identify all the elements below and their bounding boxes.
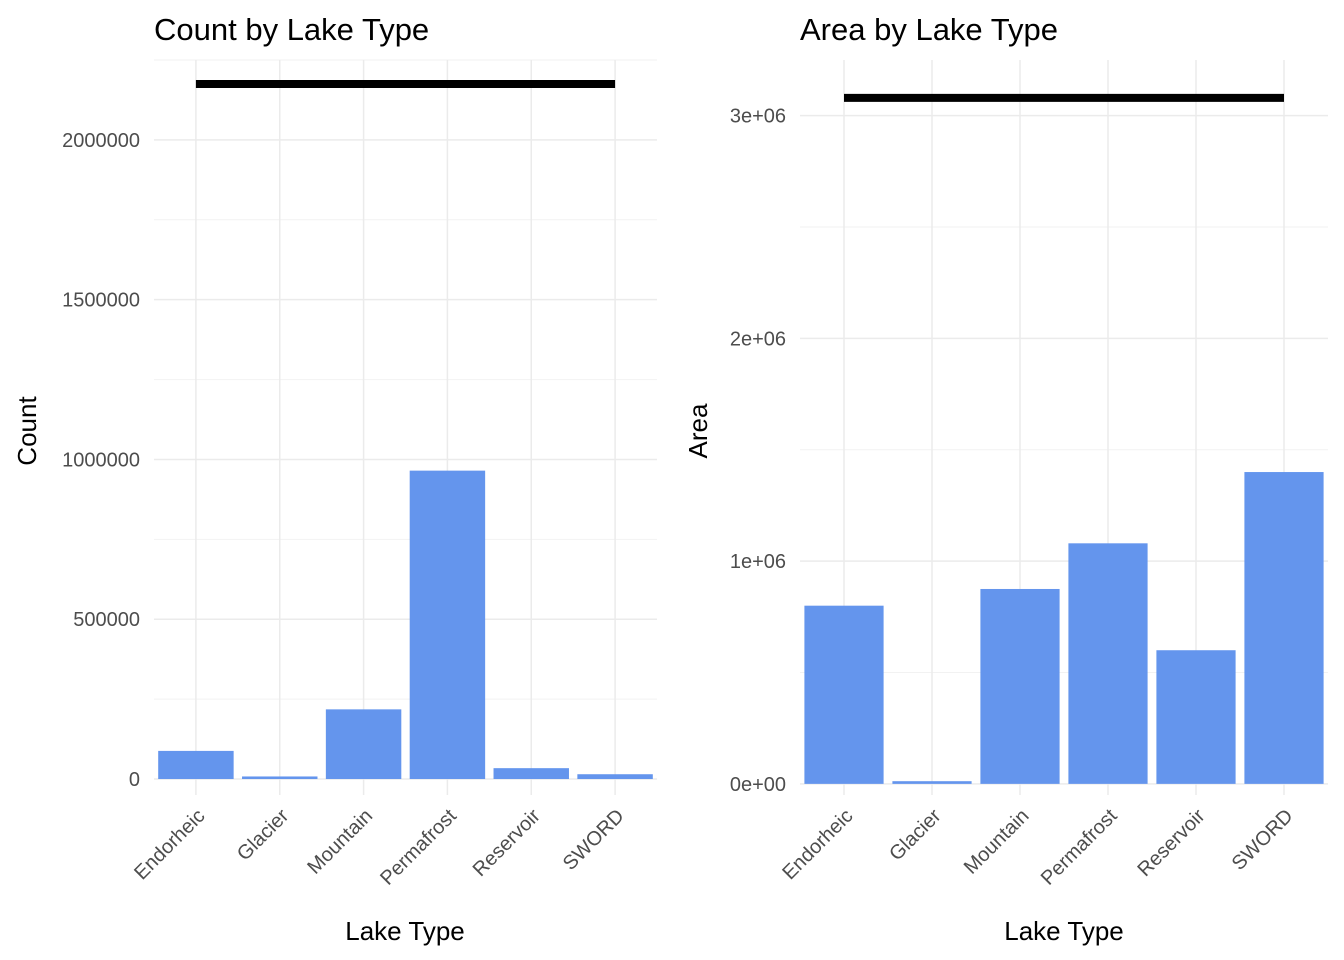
bar-permafrost	[1068, 543, 1148, 784]
bar-sword	[577, 774, 653, 780]
bar-glacier	[892, 781, 972, 784]
area-chart-panel: Area by Lake Type 0e+00 1e+06 2e+06 3e+06 E…	[683, 12, 1328, 946]
x-tick-label: Mountain	[303, 805, 377, 879]
y-tick-label: 1e+06	[730, 551, 786, 573]
y-tick-label: 0e+00	[730, 774, 786, 796]
x-tick-label: Endorheic	[130, 805, 209, 884]
y-axis-title: Count	[12, 396, 42, 466]
chart-title: Area by Lake Type	[800, 12, 1058, 47]
x-axis-title: Lake Type	[345, 916, 465, 946]
x-tick-label: Reservoir	[469, 805, 545, 881]
y-tick-labels: 0 500000 1000000 1500000 2000000	[62, 130, 140, 791]
bar-endorheic	[804, 605, 884, 784]
bar-mountain	[980, 588, 1060, 784]
y-tick-label: 2e+06	[730, 328, 786, 350]
y-tick-label: 3e+06	[730, 106, 786, 128]
bar-permafrost	[409, 470, 486, 780]
x-tick-label: SWORD	[1228, 805, 1298, 875]
bar-reservoir	[1156, 650, 1236, 784]
x-tick-labels: Endorheic Glacier Mountain Permafrost Reserv…	[778, 805, 1297, 890]
bar-sword	[1244, 472, 1324, 784]
x-tick-label: Permafrost	[376, 805, 461, 890]
y-tick-labels: 0e+00 1e+06 2e+06 3e+06	[730, 106, 786, 796]
bar-reservoir	[493, 768, 569, 780]
y-tick-label: 1000000	[62, 449, 140, 471]
x-tick-label: Permafrost	[1037, 805, 1122, 890]
x-tick-label: Reservoir	[1133, 805, 1209, 881]
bar-mountain	[325, 709, 402, 780]
bar-glacier	[242, 776, 318, 780]
x-tick-label: Glacier	[885, 805, 946, 866]
y-tick-label: 1500000	[62, 290, 140, 312]
x-tick-label: Glacier	[233, 805, 294, 866]
x-axis-title: Lake Type	[1004, 916, 1124, 946]
x-tick-label: SWORD	[559, 805, 629, 875]
y-axis-title: Area	[683, 403, 713, 458]
y-tick-label: 2000000	[62, 130, 140, 152]
bars	[804, 472, 1324, 784]
chart-title: Count by Lake Type	[154, 12, 429, 47]
x-tick-label: Endorheic	[778, 805, 857, 884]
x-tick-label: Mountain	[960, 805, 1034, 879]
bars	[158, 470, 653, 780]
x-tick-labels: Endorheic Glacier Mountain Permafrost Reserv…	[130, 805, 628, 890]
gridlines	[154, 59, 657, 795]
y-tick-label: 0	[129, 769, 140, 791]
y-tick-label: 500000	[73, 609, 140, 631]
bar-endorheic	[158, 750, 234, 780]
count-chart-panel: Count by Lake Type 0 500000 1000000 1500000…	[12, 12, 657, 946]
